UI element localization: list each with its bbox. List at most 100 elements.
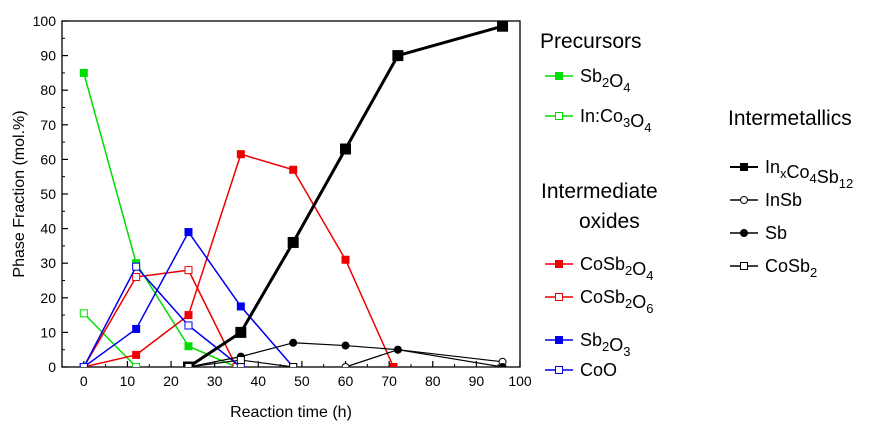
legend-swatch-marker (740, 229, 748, 237)
legend-entry-cosb2o6: CoSb2O6 (545, 287, 654, 316)
y-tick-label: 60 (40, 151, 56, 167)
y-tick-label: 80 (40, 82, 56, 98)
data-point (79, 68, 88, 77)
data-point (340, 143, 352, 155)
data-point (184, 342, 193, 351)
data-point (236, 356, 245, 365)
series-cosb2 (184, 356, 298, 367)
legend-swatch-marker (555, 72, 563, 80)
legend-entry-coo: CoO (545, 360, 617, 380)
data-point (389, 363, 398, 367)
legend-entry-in-co3o4: In:Co3O4 (545, 106, 652, 135)
series-in-co3o4 (79, 309, 141, 367)
legend-heading: Intermetallics (728, 107, 852, 130)
data-point (184, 363, 193, 367)
series-line (83, 269, 238, 367)
y-tick-label: 100 (33, 13, 57, 29)
series-inxco4sb12 (182, 21, 509, 367)
data-point (184, 311, 193, 320)
legend-label: InSb (765, 190, 802, 210)
legend-label: Sb2O3 (580, 330, 631, 359)
data-point (392, 50, 404, 62)
x-tick-label: 100 (508, 373, 532, 389)
series-cosb2o4 (79, 150, 398, 367)
legend-entry-cosb2: CoSb2 (730, 256, 817, 280)
series-line (187, 24, 503, 367)
legend-label: CoSb2O6 (580, 287, 654, 316)
x-tick-label: 0 (80, 373, 88, 389)
y-tick-label: 70 (40, 117, 56, 133)
x-tick-label: 10 (120, 373, 136, 389)
legend-heading: Precursors (540, 30, 642, 53)
y-tick-label: 10 (40, 324, 56, 340)
x-axis-title: Reaction time (h) (230, 404, 352, 421)
data-point (497, 21, 509, 32)
legend-entry-inxco4sb12: InxCo4Sb12 (730, 157, 853, 191)
data-point (236, 363, 245, 367)
legend-entry-sb2o3: Sb2O3 (545, 330, 631, 359)
x-tick-label: 20 (163, 373, 179, 389)
data-point (287, 236, 299, 248)
legend-entry-sb2o4: Sb2O4 (545, 66, 631, 95)
legend-swatch-marker (555, 293, 563, 301)
data-point (184, 266, 193, 275)
data-point (289, 363, 298, 367)
data-point (289, 338, 298, 347)
legend-entry-cosb2o4: CoSb2O4 (545, 254, 654, 283)
data-point (79, 363, 88, 367)
data-point (184, 228, 193, 237)
y-axis-title: Phase Fraction (mol.%) (11, 110, 28, 277)
y-tick-label: 50 (40, 186, 56, 202)
data-point (236, 302, 245, 311)
legend-label: In:Co3O4 (580, 106, 652, 135)
data-point (132, 273, 141, 282)
x-tick-label: 80 (425, 373, 441, 389)
legend-label: CoSb2 (765, 256, 817, 280)
data-point (79, 309, 88, 318)
legend-label: InxCo4Sb12 (765, 157, 853, 191)
data-point (341, 363, 350, 367)
data-point (132, 324, 141, 333)
legend-swatch-marker (555, 366, 563, 374)
data-point (289, 165, 298, 174)
legend-swatch-marker (740, 262, 748, 270)
legend-swatch-marker (555, 260, 563, 268)
data-point (341, 255, 350, 264)
series-line (83, 265, 242, 367)
legend-entry-insb: InSb (730, 190, 802, 210)
x-tick-label: 90 (469, 373, 485, 389)
legend-label: CoO (580, 360, 617, 380)
legend-swatch-marker (740, 196, 748, 204)
plot-frame (61, 20, 521, 368)
legend-label: Sb (765, 223, 787, 243)
series-cosb2o6 (79, 266, 241, 367)
y-tick-label: 40 (40, 221, 56, 237)
y-tick-label: 0 (48, 359, 56, 375)
series-line (188, 342, 503, 367)
data-point (393, 345, 402, 354)
legend-entry-sb: Sb (730, 223, 787, 243)
legend-heading: Intermediate (541, 180, 658, 203)
x-tick-label: 30 (207, 373, 223, 389)
data-point (132, 350, 141, 359)
legend-swatch-marker (740, 163, 748, 171)
data-point (132, 363, 141, 367)
y-tick-label: 30 (40, 255, 56, 271)
x-tick-label: 50 (294, 373, 310, 389)
series-line (83, 312, 137, 367)
legend-heading: oxides (579, 210, 640, 233)
data-point (235, 326, 247, 338)
x-tick-label: 40 (250, 373, 266, 389)
data-point (341, 341, 350, 350)
legend-swatch-marker (555, 336, 563, 344)
data-point (236, 150, 245, 159)
series-line (83, 72, 237, 367)
y-tick-label: 90 (40, 48, 56, 64)
x-tick-label: 70 (381, 373, 397, 389)
data-point (498, 363, 507, 367)
legend-label: CoSb2O4 (580, 254, 654, 283)
legend-label: Sb2O4 (580, 66, 631, 95)
y-tick-label: 20 (40, 290, 56, 306)
data-point (132, 262, 141, 271)
